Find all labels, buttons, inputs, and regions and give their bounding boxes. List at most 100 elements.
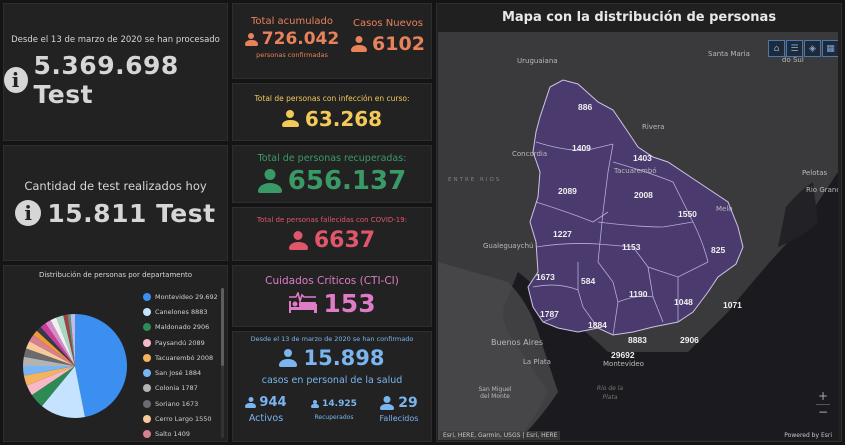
dept-value-florida: 1190 <box>629 289 648 299</box>
legend-swatch <box>143 323 151 332</box>
legend-item[interactable]: Canelones 8883 <box>143 304 218 319</box>
recovered-panel: Total de personas recuperadas: 656.137 <box>232 145 432 203</box>
pie-slice-soriano[interactable] <box>23 348 75 366</box>
tests-today-value: 15.811 Test <box>47 198 216 228</box>
legend-scrollbar[interactable] <box>221 288 224 438</box>
legend-item[interactable]: Soriano 1673 <box>143 396 218 411</box>
pie-slice-canelones[interactable] <box>41 366 85 418</box>
pie-slice-río-negro[interactable] <box>50 317 75 366</box>
place-pelotas: Pelotas <box>802 169 828 177</box>
active-panel: Total de personas con infección en curso… <box>232 83 432 141</box>
ocean-east <box>688 172 838 352</box>
pie-slice-colonia[interactable] <box>23 356 75 366</box>
person-icon <box>281 110 299 127</box>
legend-button[interactable]: ☰ <box>786 40 803 57</box>
legend-item[interactable]: San José 1884 <box>143 365 218 380</box>
legend-item[interactable]: Montevideo 29.692 <box>143 289 218 304</box>
place-buenos-aires: Buenos Aires <box>491 338 544 347</box>
place-gualeguaychu: Gualeguaychú <box>483 242 534 250</box>
legend-item[interactable]: Salto 1409 <box>143 427 218 439</box>
dept-value-rivera: 1403 <box>633 153 652 163</box>
dept-value-rocha: 1071 <box>723 300 742 310</box>
dept-value-montevideo: 29692 <box>611 350 635 360</box>
argentina-land <box>438 262 558 440</box>
legend-swatch <box>143 369 151 378</box>
legend-label: Salto 1409 <box>155 430 191 439</box>
legend-label: San José 1884 <box>155 369 202 378</box>
pie-slice-cerro-largo[interactable] <box>26 341 75 366</box>
legend-item[interactable]: Colonia 1787 <box>143 381 218 396</box>
pie-slice-flores[interactable] <box>67 314 75 366</box>
zoom-in-button[interactable]: + <box>817 389 829 403</box>
chart-legend: Montevideo 29.692 Canelones 8883 Maldonado… <box>143 289 218 439</box>
legend-item[interactable]: Maldonado 2906 <box>143 320 218 335</box>
place-rio-de-la-plata: Río de la Plata <box>596 385 624 401</box>
legend-item[interactable]: Cerro Largo 1550 <box>143 411 218 426</box>
legend-label: Maldonado 2906 <box>155 323 210 332</box>
person-icon <box>245 397 257 408</box>
dept-value-soriano: 1673 <box>536 272 555 282</box>
person-icon <box>380 396 395 410</box>
dept-value-tacuarembo: 2008 <box>634 190 653 200</box>
legend-label: Tacuarembó 2008 <box>155 353 214 362</box>
map-view[interactable]: 886 1409 1403 2089 2008 1550 1227 1153 8… <box>438 32 838 440</box>
place-san-miguel: San Miguel del Monte <box>478 386 512 400</box>
dept-value-flores: 584 <box>581 276 596 286</box>
legend-label: Paysandú 2089 <box>155 338 205 347</box>
pie-slice-rocha[interactable] <box>33 330 75 366</box>
basemap-button[interactable]: ▦ <box>822 40 838 57</box>
zoom-out-button[interactable]: − <box>816 404 830 419</box>
pie-slice-rivera[interactable] <box>56 315 75 366</box>
dept-value-lavalleja: 1048 <box>674 297 693 307</box>
person-icon <box>351 36 368 52</box>
recovered-value: 656.137 <box>287 165 407 196</box>
pie-slice-san-josé[interactable] <box>23 365 75 376</box>
legend-swatch <box>143 353 151 362</box>
confirmed-value: 726.042 <box>261 29 340 49</box>
legend-item[interactable]: Tacuarembó 2008 <box>143 350 218 365</box>
place-la-plata: La Plata <box>523 358 551 366</box>
tests-total-panel: Desde el 13 de marzo de 2020 se han proc… <box>3 3 228 141</box>
pie-slice-maldonado[interactable] <box>31 366 75 407</box>
active-title: Total de personas con infección en curso… <box>254 93 410 103</box>
health-value: 15.898 <box>303 346 385 370</box>
health-stat-recovered: 14.925 Recuperados <box>303 399 365 421</box>
home-button[interactable]: ⌂ <box>768 40 785 57</box>
layers-icon: ◈ <box>809 43 816 54</box>
person-icon <box>244 32 258 46</box>
legend-swatch <box>143 415 151 424</box>
pie-slice-montevideo[interactable] <box>75 314 127 418</box>
map-title: Mapa con la distribución de personas <box>501 10 777 25</box>
pie-slice-tacuarembó[interactable] <box>23 366 76 386</box>
pie-slice-treinta-y-tres[interactable] <box>63 314 75 366</box>
powered-by-esri[interactable]: Powered by Esri <box>784 432 832 439</box>
info-icon: i <box>15 200 42 226</box>
pie-chart <box>23 314 127 418</box>
lagoon <box>778 182 818 247</box>
dept-value-cerro-largo: 1550 <box>678 209 697 219</box>
person-icon <box>257 168 282 193</box>
place-montevideo: Montevideo <box>603 360 644 368</box>
legend-swatch <box>143 338 151 347</box>
deaths-title: Total de personas fallecidas con COVID-1… <box>256 215 408 224</box>
layers-button[interactable]: ◈ <box>804 40 821 57</box>
dept-value-san-jose: 1884 <box>588 320 607 330</box>
legend-label: Soriano 1673 <box>155 399 199 408</box>
pie-slice-artigas[interactable] <box>70 314 75 366</box>
place-rivera: Rivera <box>642 123 665 131</box>
pie-slice-durazno[interactable] <box>45 320 75 366</box>
legend-label: Montevideo 29.692 <box>155 292 218 301</box>
legend-item[interactable]: Paysandú 2089 <box>143 335 218 350</box>
new-cases-value: 6102 <box>372 33 425 55</box>
recovered-title: Total de personas recuperadas: <box>257 152 407 164</box>
hospital-bed-icon <box>289 292 318 313</box>
place-entre-rios: ENTRE RIOS <box>448 177 502 183</box>
pie-slice-florida[interactable] <box>36 326 75 366</box>
health-caption: Desde el 13 de marzo de 2020 se han conf… <box>250 335 414 343</box>
pie-slice-salto[interactable] <box>29 335 76 366</box>
map-toolbar: ⌂ ☰ ◈ ▦ <box>768 40 838 57</box>
pie-slice-lavalleja[interactable] <box>40 323 75 366</box>
place-melo: Melo <box>716 205 733 213</box>
tests-total-value: 5.369.698 Test <box>33 51 179 109</box>
pie-slice-paysandú[interactable] <box>26 366 75 396</box>
